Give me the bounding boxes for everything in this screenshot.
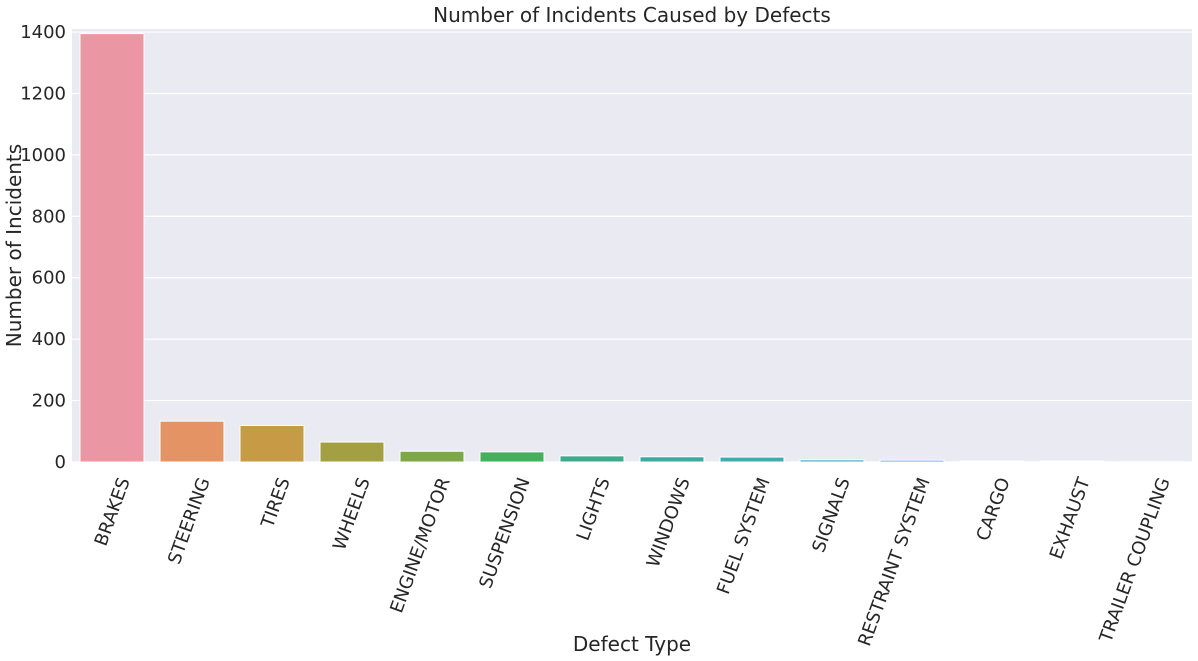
- x-tick-label: TIRES: [257, 475, 295, 532]
- bar-restraint-system: [879, 459, 945, 463]
- chart-title: Number of Incidents Caused by Defects: [433, 3, 831, 27]
- bars: [79, 33, 1185, 463]
- x-tick-label: WINDOWS: [643, 475, 695, 570]
- x-tick-label: CARGO: [973, 475, 1015, 544]
- x-axis-ticks: BRAKES STEERING TIRES WHEELS ENGINE/MOTOR SUS…: [91, 474, 1175, 649]
- bar-wheels: [319, 441, 385, 463]
- x-tick-label: FUEL SYSTEM: [713, 475, 775, 597]
- bar-suspension: [479, 451, 545, 463]
- plot-area: [72, 29, 1192, 462]
- bar-brakes: [79, 33, 145, 463]
- y-tick-label: 600: [32, 268, 66, 289]
- x-axis-label: Defect Type: [573, 632, 691, 656]
- bar-engine-motor: [399, 450, 465, 463]
- bar-windows: [639, 456, 705, 463]
- bar-tires: [239, 424, 305, 463]
- x-tick-label: BRAKES: [91, 475, 135, 549]
- x-tick-label: LIGHTS: [573, 475, 615, 543]
- y-axis-ticks: 0 200 400 600 800 1000 1200 1400: [20, 22, 66, 473]
- y-tick-label: 1400: [20, 22, 66, 43]
- x-tick-label: WHEELS: [329, 475, 375, 553]
- x-tick-label: SIGNALS: [808, 475, 854, 555]
- bar-steering: [159, 420, 225, 463]
- x-tick-label: SUSPENSION: [475, 475, 534, 591]
- y-tick-label: 1000: [20, 145, 66, 166]
- y-tick-label: 800: [32, 206, 66, 227]
- x-tick-label: STEERING: [164, 475, 215, 567]
- x-tick-label: EXHAUST: [1046, 474, 1095, 562]
- y-tick-label: 200: [32, 391, 66, 412]
- x-tick-label: TRAILER COUPLING: [1095, 475, 1174, 646]
- y-tick-label: 1200: [20, 83, 66, 104]
- y-axis-label: Number of Incidents: [2, 144, 26, 347]
- x-tick-label: ENGINE/MOTOR: [386, 475, 454, 616]
- bar-fuel-system: [719, 456, 785, 463]
- y-tick-label: 0: [55, 452, 66, 473]
- bar-signals: [799, 459, 865, 463]
- bar-exhaust: [1039, 460, 1105, 463]
- bar-lights: [559, 455, 625, 463]
- x-tick-label: RESTRAINT SYSTEM: [854, 475, 934, 649]
- y-tick-label: 400: [32, 329, 66, 350]
- bar-cargo: [959, 460, 1025, 463]
